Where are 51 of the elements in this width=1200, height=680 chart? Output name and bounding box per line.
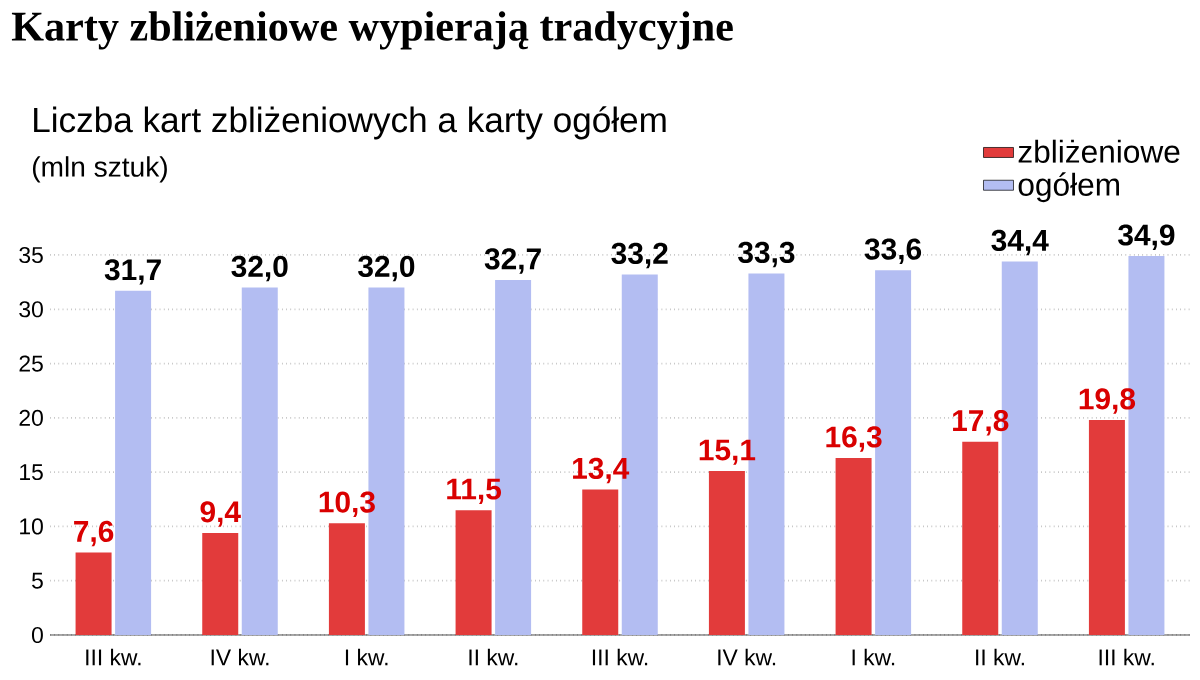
y-tick-label: 25 xyxy=(19,355,43,372)
bar xyxy=(115,290,152,635)
chart-subtitle: Liczba kart zbliżeniowych a karty ogółem xyxy=(34,106,666,140)
bar xyxy=(328,523,365,635)
data-label: 9,4 xyxy=(200,501,241,527)
x-tick-label: III kw. xyxy=(592,648,648,666)
bar xyxy=(455,510,492,635)
data-label: 13,4 xyxy=(573,457,630,484)
x-tick-label: IV kw. xyxy=(718,648,776,666)
y-tick-label: 20 xyxy=(19,409,43,426)
data-label: 34,4 xyxy=(991,229,1049,256)
chart-title: Karty zbliżeniowe wypierają tradycyjne xyxy=(11,11,733,50)
x-tick-label: III kw. xyxy=(1099,648,1154,666)
y-tick-label: 0 xyxy=(31,626,43,644)
data-label: 17,8 xyxy=(953,410,1009,436)
data-label: 34,9 xyxy=(1118,224,1175,250)
legend-label: ogółem xyxy=(1018,172,1119,203)
bar xyxy=(75,552,112,635)
data-label: 33,3 xyxy=(738,241,795,268)
data-label: 16,3 xyxy=(826,426,882,452)
y-tick-label: 5 xyxy=(32,572,43,589)
legend-label: zbliżeniowe xyxy=(1018,139,1180,163)
x-tick-label: I kw. xyxy=(852,648,895,666)
bar xyxy=(582,489,619,635)
bar xyxy=(241,287,278,635)
data-label: 32,0 xyxy=(358,255,415,282)
data-label: 19,8 xyxy=(1079,388,1136,414)
bar xyxy=(708,471,745,635)
data-label: 10,3 xyxy=(319,491,375,517)
y-axis-title: (mln sztuk) xyxy=(32,156,167,183)
y-tick-label: 15 xyxy=(20,464,43,481)
x-tick-label: IV kw. xyxy=(211,648,269,666)
y-tick-label: 10 xyxy=(20,518,43,535)
bar xyxy=(202,532,239,635)
data-label: 11,5 xyxy=(447,478,502,504)
data-label: 31,7 xyxy=(104,259,161,285)
data-label: 32,0 xyxy=(231,255,288,282)
bar xyxy=(1088,420,1125,635)
data-label: 15,1 xyxy=(699,439,756,465)
data-label: 33,6 xyxy=(864,238,922,264)
x-tick-label: I kw. xyxy=(345,648,388,666)
data-label: 32,7 xyxy=(484,248,541,274)
x-tick-label: III kw. xyxy=(86,648,141,666)
x-tick-label: II kw. xyxy=(469,648,518,666)
data-label: 33,2 xyxy=(611,242,668,269)
y-tick-label: 30 xyxy=(19,301,43,318)
bar xyxy=(962,441,999,635)
y-tick-label: 35 xyxy=(19,246,43,264)
x-tick-label: II kw. xyxy=(976,648,1024,666)
bar xyxy=(835,458,872,635)
data-label: 7,6 xyxy=(74,520,114,547)
